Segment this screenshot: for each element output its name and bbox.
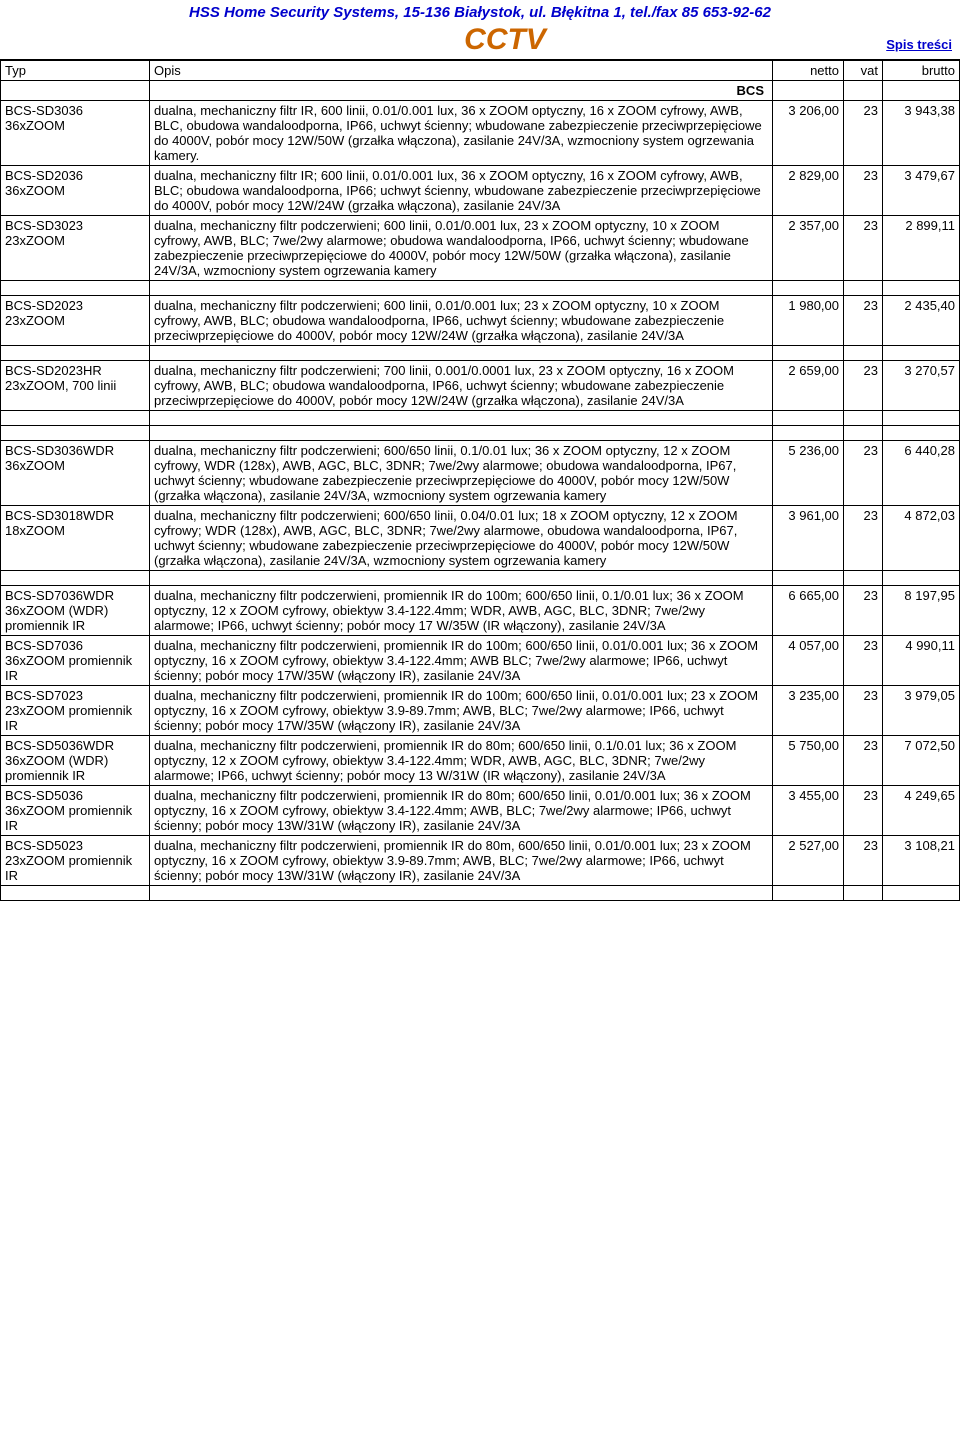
- table-row: BCS-SD7036 36xZOOM promiennik IRdualna, …: [1, 636, 960, 686]
- cell-netto: 3 455,00: [773, 786, 844, 836]
- table-row: BCS-SD3036 36xZOOMdualna, mechaniczny fi…: [1, 101, 960, 166]
- cell-netto: 5 750,00: [773, 736, 844, 786]
- spacer-row: [1, 571, 960, 586]
- cell-typ: BCS-SD2023HR 23xZOOM, 700 linii: [1, 361, 150, 411]
- spacer-row: [1, 281, 960, 296]
- cell-opis: dualna, mechaniczny filtr podczerwieni, …: [150, 636, 773, 686]
- cell-vat: 23: [844, 296, 883, 346]
- cell-typ: BCS-SD3036WDR 36xZOOM: [1, 441, 150, 506]
- cell-vat: 23: [844, 166, 883, 216]
- cell-netto: 3 961,00: [773, 506, 844, 571]
- cell-netto: 4 057,00: [773, 636, 844, 686]
- cell-brutto: 4 872,03: [883, 506, 960, 571]
- cell-opis: dualna, mechaniczny filtr podczerwieni; …: [150, 506, 773, 571]
- table-row: BCS-SD5036 36xZOOM promiennik IRdualna, …: [1, 786, 960, 836]
- col-netto: netto: [773, 61, 844, 81]
- cell-brutto: 2 435,40: [883, 296, 960, 346]
- cell-brutto: 3 943,38: [883, 101, 960, 166]
- col-typ: Typ: [1, 61, 150, 81]
- spacer-row: [1, 886, 960, 901]
- section-label: BCS: [150, 81, 773, 101]
- cell-vat: 23: [844, 216, 883, 281]
- col-vat: vat: [844, 61, 883, 81]
- company-header: HSS Home Security Systems, 15-136 Białys…: [0, 0, 960, 23]
- table-row: BCS-SD2023HR 23xZOOM, 700 liniidualna, m…: [1, 361, 960, 411]
- cell-opis: dualna, mechaniczny filtr podczerwieni, …: [150, 686, 773, 736]
- toc-link[interactable]: Spis treści: [852, 37, 952, 52]
- cell-netto: 2 659,00: [773, 361, 844, 411]
- cell-typ: BCS-SD3018WDR 18xZOOM: [1, 506, 150, 571]
- page-title: CCTV: [158, 23, 852, 57]
- cell-typ: BCS-SD5036WDR 36xZOOM (WDR) promiennik I…: [1, 736, 150, 786]
- cell-netto: 3 235,00: [773, 686, 844, 736]
- cell-opis: dualna, mechaniczny filtr podczerwieni, …: [150, 836, 773, 886]
- cell-opis: dualna, mechaniczny filtr podczerwieni; …: [150, 296, 773, 346]
- cell-opis: dualna, mechaniczny filtr podczerwieni, …: [150, 586, 773, 636]
- cell-opis: dualna, mechaniczny filtr podczerwieni; …: [150, 216, 773, 281]
- cell-netto: 2 357,00: [773, 216, 844, 281]
- cell-vat: 23: [844, 586, 883, 636]
- cell-netto: 2 829,00: [773, 166, 844, 216]
- cell-brutto: 3 479,67: [883, 166, 960, 216]
- col-opis: Opis: [150, 61, 773, 81]
- cell-opis: dualna, mechaniczny filtr podczerwieni; …: [150, 361, 773, 411]
- spacer-row: [1, 346, 960, 361]
- table-row: BCS-SD5023 23xZOOM promiennik IRdualna, …: [1, 836, 960, 886]
- col-brutto: brutto: [883, 61, 960, 81]
- cell-typ: BCS-SD3036 36xZOOM: [1, 101, 150, 166]
- table-row: BCS-SD3036WDR 36xZOOMdualna, mechaniczny…: [1, 441, 960, 506]
- cell-netto: 2 527,00: [773, 836, 844, 886]
- cell-brutto: 3 108,21: [883, 836, 960, 886]
- table-row: BCS-SD2023 23xZOOMdualna, mechaniczny fi…: [1, 296, 960, 346]
- cell-brutto: 3 270,57: [883, 361, 960, 411]
- cell-typ: BCS-SD5036 36xZOOM promiennik IR: [1, 786, 150, 836]
- cell-netto: 5 236,00: [773, 441, 844, 506]
- spacer-row: [1, 426, 960, 441]
- title-row: CCTV Spis treści: [0, 23, 960, 60]
- cell-brutto: 4 249,65: [883, 786, 960, 836]
- cell-typ: BCS-SD2036 36xZOOM: [1, 166, 150, 216]
- cell-brutto: 2 899,11: [883, 216, 960, 281]
- cell-opis: dualna, mechaniczny filtr podczerwieni, …: [150, 786, 773, 836]
- cell-opis: dualna, mechaniczny filtr podczerwieni, …: [150, 736, 773, 786]
- section-row: BCS: [1, 81, 960, 101]
- cell-vat: 23: [844, 636, 883, 686]
- cell-brutto: 4 990,11: [883, 636, 960, 686]
- cell-typ: BCS-SD7023 23xZOOM promiennik IR: [1, 686, 150, 736]
- cell-vat: 23: [844, 786, 883, 836]
- cell-typ: BCS-SD2023 23xZOOM: [1, 296, 150, 346]
- cell-vat: 23: [844, 686, 883, 736]
- cell-opis: dualna, mechaniczny filtr IR, 600 linii,…: [150, 101, 773, 166]
- cell-brutto: 6 440,28: [883, 441, 960, 506]
- cell-opis: dualna, mechaniczny filtr podczerwieni; …: [150, 441, 773, 506]
- cell-brutto: 8 197,95: [883, 586, 960, 636]
- cell-typ: BCS-SD5023 23xZOOM promiennik IR: [1, 836, 150, 886]
- cell-typ: BCS-SD7036WDR 36xZOOM (WDR) promiennik I…: [1, 586, 150, 636]
- price-table: Typ Opis netto vat brutto BCS BCS-SD3036…: [0, 60, 960, 901]
- cell-brutto: 7 072,50: [883, 736, 960, 786]
- table-row: BCS-SD3018WDR 18xZOOMdualna, mechaniczny…: [1, 506, 960, 571]
- cell-vat: 23: [844, 101, 883, 166]
- cell-opis: dualna, mechaniczny filtr IR; 600 linii,…: [150, 166, 773, 216]
- spacer-row: [1, 411, 960, 426]
- cell-netto: 3 206,00: [773, 101, 844, 166]
- cell-vat: 23: [844, 506, 883, 571]
- table-row: BCS-SD5036WDR 36xZOOM (WDR) promiennik I…: [1, 736, 960, 786]
- cell-vat: 23: [844, 441, 883, 506]
- cell-typ: BCS-SD7036 36xZOOM promiennik IR: [1, 636, 150, 686]
- table-row: BCS-SD3023 23xZOOMdualna, mechaniczny fi…: [1, 216, 960, 281]
- cell-netto: 6 665,00: [773, 586, 844, 636]
- cell-vat: 23: [844, 836, 883, 886]
- table-row: BCS-SD7023 23xZOOM promiennik IRdualna, …: [1, 686, 960, 736]
- cell-netto: 1 980,00: [773, 296, 844, 346]
- table-header-row: Typ Opis netto vat brutto: [1, 61, 960, 81]
- cell-brutto: 3 979,05: [883, 686, 960, 736]
- cell-vat: 23: [844, 736, 883, 786]
- table-row: BCS-SD2036 36xZOOMdualna, mechaniczny fi…: [1, 166, 960, 216]
- cell-vat: 23: [844, 361, 883, 411]
- table-row: BCS-SD7036WDR 36xZOOM (WDR) promiennik I…: [1, 586, 960, 636]
- cell-typ: BCS-SD3023 23xZOOM: [1, 216, 150, 281]
